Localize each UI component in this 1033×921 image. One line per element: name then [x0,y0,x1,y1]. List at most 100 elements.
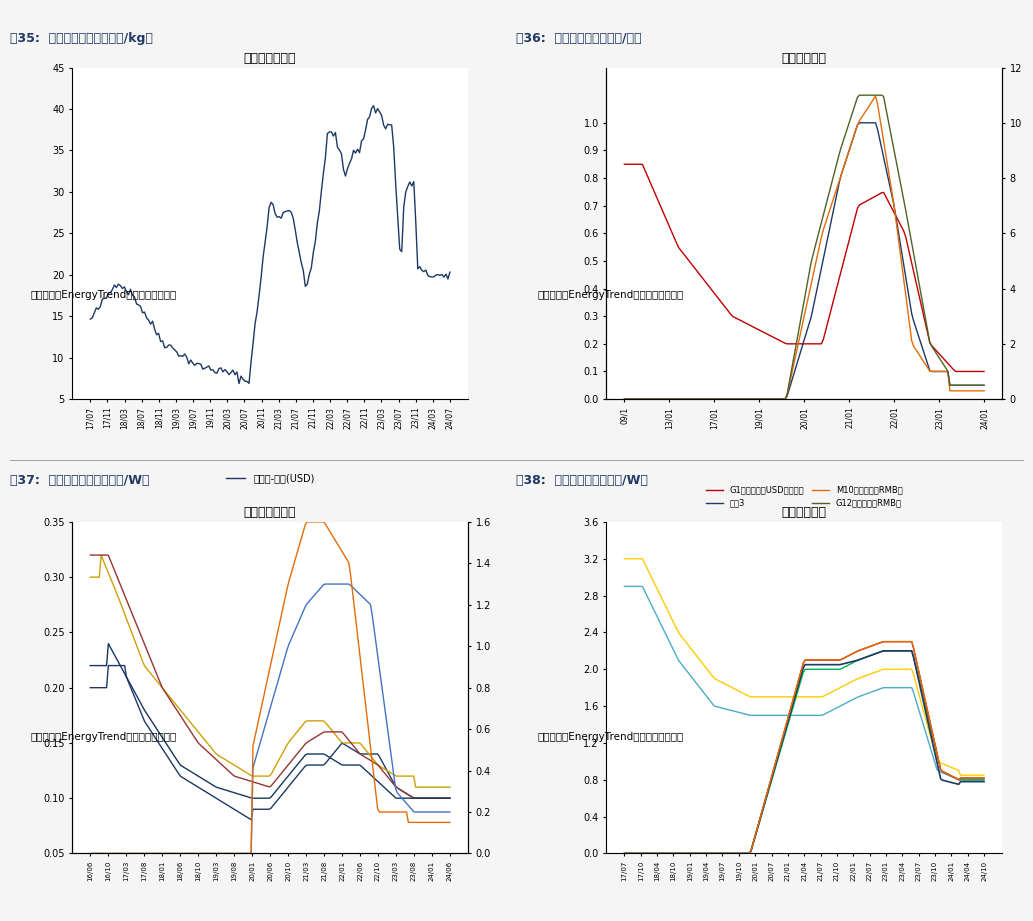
G1单晶硅片（USD，左轴） [660,215,672,226]
M10单晶硅片（RMB） [870,90,882,101]
M10单晶硅片（RMB） [968,385,980,396]
G12单晶电池片（RMB） [428,817,440,828]
特高效单晶电池M6(USD) [430,793,442,804]
G1单晶硅片（USD，左轴） [692,268,705,279]
Topcon182组件（双面） [685,848,697,859]
Line: G12单晶硅片（RMB）: G12单晶硅片（RMB） [624,95,984,399]
特高效单晶电池M6(USD) [153,727,165,738]
单晶285W组件 [685,644,697,655]
高效单晶电池G1(USD) [105,559,118,570]
多晶组件（一线） [954,775,967,786]
G12单晶电池片（RMB） [84,848,96,859]
系列3 [624,393,636,404]
M10单晶硅片（RMB） [692,393,705,404]
G1单晶硅片（USD，左轴） [968,366,980,377]
Line: 单晶电池（USD，左轴）: 单晶电池（USD，左轴） [90,555,450,787]
系列3 [968,379,980,391]
G1单晶硅片（USD，左轴） [949,366,962,377]
特高效单晶电池M6(USD) [98,660,111,671]
特高效单晶电池M6(USD) [107,648,120,659]
高效单晶电池G1(USD) [428,793,440,804]
M10单晶电池片（RMB） [98,848,111,859]
单晶285W组件 [714,676,726,687]
多晶组件（一线） [978,775,991,786]
单晶电池（USD，左轴） [107,581,120,592]
高效单晶电池G1(USD) [84,550,96,561]
Text: 图37:  电池片价格走势（美元/W）: 图37: 电池片价格走势（美元/W） [10,474,150,487]
Title: 多晶硅每周价格: 多晶硅每周价格 [244,52,296,65]
单晶电池（USD，左轴） [409,782,421,793]
单晶电池（USD，左轴） [416,782,429,793]
G12单晶硅片（RMB） [978,379,991,391]
系列3 [978,379,991,391]
Topcon182组件（双面） [949,773,962,784]
单晶PERC组件（双面） [878,636,890,647]
单晶大尺寸组件（单面） [639,848,652,859]
多晶电池(USD) [107,660,120,671]
高效单晶电池G1(USD) [444,793,457,804]
单晶电池（USD，左轴） [430,782,442,793]
多晶组件（一线） [632,581,645,592]
G12单晶电池片（RMB） [444,817,457,828]
Title: 硅片每周价格: 硅片每周价格 [782,52,826,65]
单晶大尺寸组件（单面） [632,848,645,859]
单晶电池（USD，左轴） [444,782,457,793]
单晶PERC组件（双面） [978,773,991,784]
单晶电池（USD，左轴） [95,550,107,561]
单晶电池（USD，左轴） [84,572,96,583]
G12单晶硅片（RMB） [618,393,630,404]
高效单晶电池G1(USD) [151,670,163,681]
Topcon182组件（双面） [639,848,652,859]
Line: 特高效单晶电池M6(USD): 特高效单晶电池M6(USD) [90,644,450,799]
单晶PERC组件（双面） [632,848,645,859]
多晶电池(USD) [444,793,457,804]
单晶PERC166组件（单面） [962,775,974,786]
单晶PERC166组件（单面） [949,773,962,784]
特高效单晶电池M6(USD) [416,793,429,804]
多晶电池(USD) [245,814,257,825]
M10单晶硅片（RMB） [660,393,672,404]
单晶PERC组件（双面） [714,848,726,859]
M10单晶电池片（RMB） [84,848,96,859]
Text: 数据来源：EnergyTrend，东吴证券研究所: 数据来源：EnergyTrend，东吴证券研究所 [537,732,684,742]
特高效单晶电池M6(USD) [102,638,115,649]
单晶大尺寸组件（单面） [878,646,890,657]
M10单晶硅片（RMB） [624,393,636,404]
G12单晶硅片（RMB） [853,89,866,100]
G12单晶电池片（RMB） [105,848,118,859]
Line: G1单晶硅片（USD，左轴）: G1单晶硅片（USD，左轴） [624,164,984,371]
单晶285W组件 [954,770,967,781]
G12单晶硅片（RMB） [692,393,705,404]
多晶电池(USD) [84,682,96,694]
多晶电池(USD) [182,775,194,787]
M10单晶电池片（RMB） [415,807,428,818]
M10单晶硅片（RMB） [618,393,630,404]
Legend: 多晶硅-全球(USD): 多晶硅-全球(USD) [222,470,318,487]
多晶电池(USD) [102,660,115,671]
特高效单晶电池M6(USD) [182,764,194,775]
单晶PERC166组件（单面） [618,848,630,859]
G1单晶硅片（USD，左轴） [978,366,991,377]
单晶大尺寸组件（单面） [962,776,974,787]
G12单晶硅片（RMB） [660,393,672,404]
Text: 图38:  组件价格走势（美元/W）: 图38: 组件价格走势（美元/W） [516,474,649,487]
G12单晶硅片（RMB） [624,393,636,404]
Topcon182组件（双面） [978,773,991,784]
单晶电池（USD，左轴） [182,714,194,725]
G12单晶电池片（RMB） [151,848,163,859]
单晶PERC166组件（单面） [978,775,991,786]
多晶组件（一线） [639,589,652,600]
单晶285W组件 [962,770,974,781]
单晶大尺寸组件（单面） [978,776,991,787]
Line: 单晶PERC组件（双面）: 单晶PERC组件（双面） [624,642,984,854]
G1单晶硅片（USD，左轴） [938,354,950,365]
Line: M10单晶电池片（RMB）: M10单晶电池片（RMB） [90,584,450,854]
单晶285W组件 [632,554,645,565]
系列3 [692,393,705,404]
特高效单晶电池M6(USD) [444,793,457,804]
G12单晶电池片（RMB） [98,848,111,859]
Title: 组件每周价格: 组件每周价格 [782,507,826,519]
多晶电池(USD) [98,682,111,694]
G12单晶硅片（RMB） [755,393,768,404]
单晶大尺寸组件（单面） [618,848,630,859]
